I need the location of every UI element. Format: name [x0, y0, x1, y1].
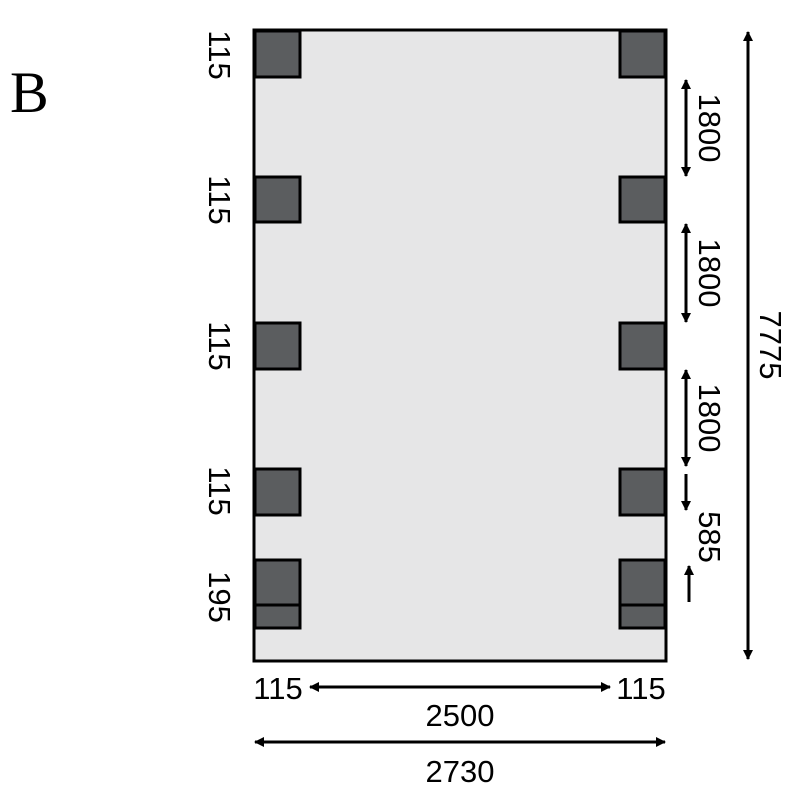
right-post-3	[618, 321, 667, 371]
right-dimension-arrows	[681, 31, 753, 660]
overall-length-label: 7775	[753, 311, 788, 380]
left-post-2	[253, 175, 302, 224]
floor-outline	[252, 28, 668, 663]
left-post-4	[253, 467, 302, 517]
right-post-1	[618, 29, 667, 79]
right-dimension-2: 1800	[692, 239, 727, 308]
right-dimension-labels: 1800 1800 1800 585 7775	[692, 94, 788, 563]
panel-label: B	[10, 60, 49, 125]
overall-width-label: 2730	[426, 754, 495, 789]
bottom-dimension-arrows	[254, 682, 666, 747]
right-post-5	[618, 558, 667, 607]
posts	[253, 29, 667, 630]
left-dimension-3: 115	[202, 321, 237, 370]
left-post-3	[253, 321, 302, 371]
left-dimension-1: 115	[202, 30, 237, 79]
left-post-5	[253, 558, 302, 607]
left-dimension-labels: 115 115 115 115 195	[202, 30, 237, 623]
left-post-1	[253, 29, 302, 79]
right-dimension-3: 1800	[692, 384, 727, 453]
bottom-right-offset: 115	[616, 671, 665, 706]
right-dimension-1: 1800	[692, 94, 727, 163]
left-dimension-5: 195	[202, 571, 237, 623]
inner-width-label: 2500	[426, 698, 495, 733]
bottom-left-offset: 115	[253, 671, 302, 706]
left-dimension-4: 115	[202, 466, 237, 515]
right-post-6	[618, 603, 667, 630]
right-dimension-4: 585	[692, 511, 727, 563]
right-post-2	[618, 175, 667, 224]
left-dimension-2: 115	[202, 175, 237, 224]
left-post-6	[253, 603, 302, 630]
right-post-4	[618, 467, 667, 517]
